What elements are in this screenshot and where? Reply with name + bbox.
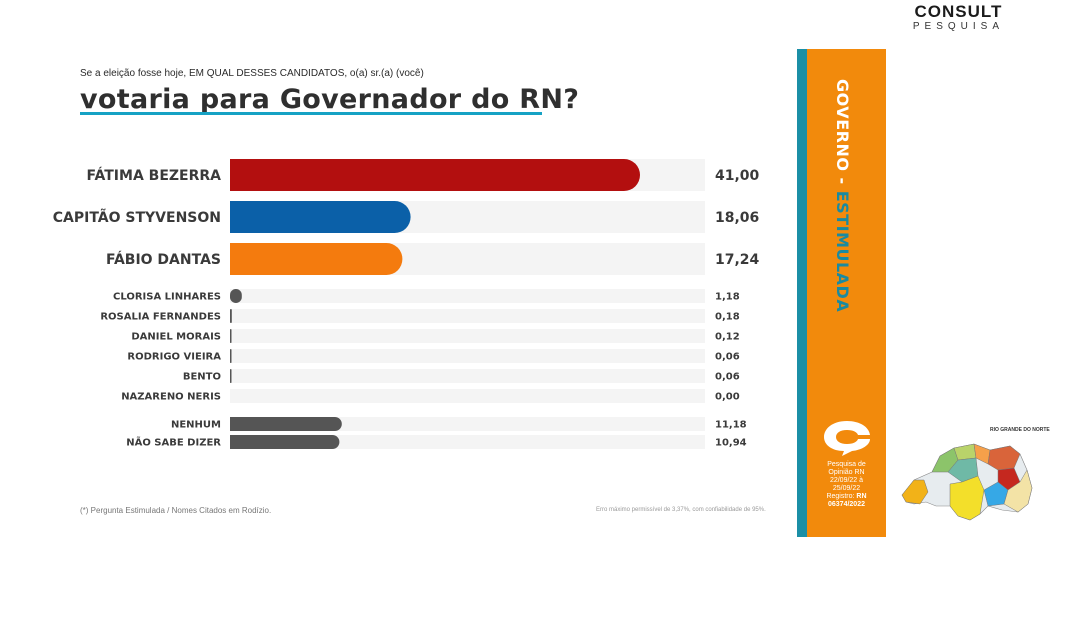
value-label: 17,24 — [715, 252, 760, 268]
bar-track — [230, 369, 705, 383]
bar — [230, 243, 403, 275]
category-label: CLORISA LINHARES — [113, 292, 221, 303]
category-label: CAPITÃO STYVENSON — [53, 209, 221, 226]
bar-track — [230, 389, 705, 403]
value-label: 41,00 — [715, 168, 760, 184]
survey-info-line: 25/09/22 — [832, 485, 861, 492]
value-label: 0,06 — [715, 352, 740, 363]
value-label: 1,18 — [715, 292, 740, 303]
survey-info-line: Pesquisa de — [827, 461, 866, 468]
bar — [230, 329, 232, 343]
side-panel-title: GOVERNO - ESTIMULADA — [833, 79, 852, 312]
bar-track — [230, 309, 705, 323]
bar-track — [230, 417, 705, 431]
registro-label: Registro: — [826, 493, 855, 500]
category-label: BENTO — [183, 372, 221, 383]
brand-sub: PESQUISA — [912, 21, 1004, 32]
category-label: DANIEL MORAIS — [131, 332, 221, 343]
registro-number: 06374/2022 — [828, 501, 865, 508]
survey-info-line: 22/09/22 à — [829, 477, 864, 484]
value-label: 0,18 — [715, 312, 740, 323]
bar — [230, 289, 242, 303]
category-label: NAZARENO NERIS — [121, 392, 221, 403]
question-subtitle: Se a eleição fosse hoje, EM QUAL DESSES … — [80, 68, 424, 79]
value-label: 11,18 — [715, 420, 747, 431]
question-title: votaria para Governador do RN? — [80, 84, 580, 115]
bar — [230, 159, 640, 191]
value-label: 0,12 — [715, 332, 740, 343]
side-accent-strip — [797, 49, 807, 537]
bar-track — [230, 349, 705, 363]
side-title-estimulada: ESTIMULADA — [833, 190, 852, 313]
footnote: (*) Pergunta Estimulada / Nomes Citados … — [80, 506, 272, 515]
bar-square-end — [230, 243, 246, 275]
registro-uf: RN — [856, 493, 867, 500]
side-title-governo: GOVERNO — [833, 79, 852, 172]
bar-square-end — [230, 201, 246, 233]
bar — [230, 417, 342, 431]
bar — [230, 201, 411, 233]
category-label: NÃO SABE DIZER — [126, 436, 221, 449]
registro-line: Registro: RN — [811, 493, 882, 501]
rn-regions-map-icon — [901, 443, 1033, 521]
category-label: ROSALIA FERNANDES — [100, 312, 221, 323]
value-label: 0,00 — [715, 392, 740, 403]
map-title: RIO GRANDE DO NORTE — [990, 427, 1050, 433]
bar — [230, 369, 232, 383]
bar-track — [230, 435, 705, 449]
bar — [230, 435, 340, 449]
margin-of-error-note: Erro máximo permissível de 3,37%, com co… — [596, 507, 766, 513]
category-label: NENHUM — [171, 420, 221, 431]
brand-name: CONSULT — [914, 2, 1003, 21]
category-label: FÁTIMA BEZERRA — [87, 167, 222, 184]
bar — [230, 309, 232, 323]
survey-info: Pesquisa de Opinião RN 22/09/22 à 25/09/… — [811, 461, 882, 509]
category-label: FÁBIO DANTAS — [106, 251, 221, 268]
side-title-dash: - — [833, 171, 852, 191]
bar-square-end — [230, 417, 237, 431]
bar — [230, 349, 232, 363]
category-label: RODRIGO VIEIRA — [127, 352, 221, 363]
title-underline — [80, 112, 542, 115]
value-label: 0,06 — [715, 372, 740, 383]
value-label: 18,06 — [715, 210, 759, 226]
brand-logo: CONSULT PESQUISA — [913, 2, 1004, 32]
bar-track — [230, 289, 705, 303]
bar-square-end — [230, 435, 237, 449]
consult-c-logo-icon — [824, 421, 870, 456]
bar-chart: FÁTIMA BEZERRA 41,00 CAPITÃO STYVENSON 18,0… — [53, 159, 760, 449]
bar-square-end — [230, 159, 246, 191]
survey-info-line: Opinião RN — [828, 469, 865, 476]
bar-track — [230, 329, 705, 343]
side-panel: GOVERNO - ESTIMULADA Pesquisa de Opinião… — [807, 49, 886, 537]
value-label: 10,94 — [715, 438, 747, 449]
